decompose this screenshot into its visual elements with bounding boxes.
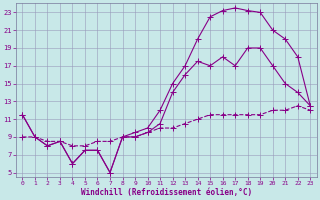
X-axis label: Windchill (Refroidissement éolien,°C): Windchill (Refroidissement éolien,°C): [81, 188, 252, 197]
